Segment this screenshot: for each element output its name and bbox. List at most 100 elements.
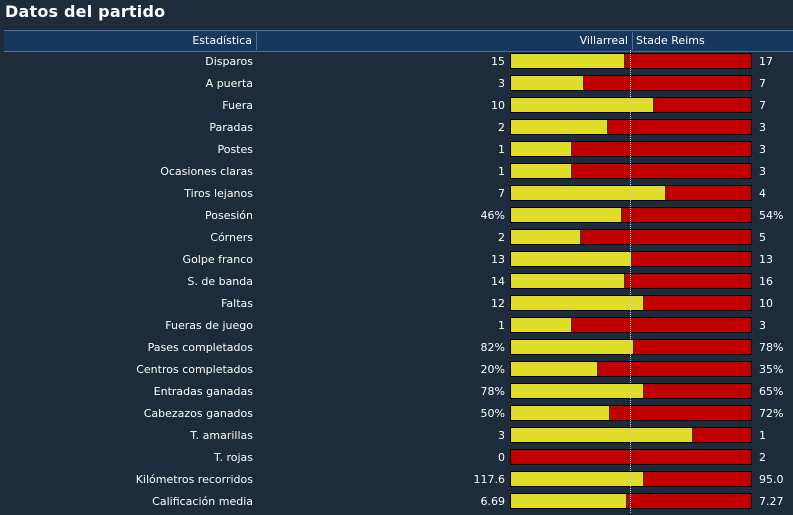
- stat-label: Posesión: [205, 209, 253, 222]
- away-value: 5: [759, 231, 766, 244]
- home-share-fill: [511, 472, 644, 486]
- stat-label: Faltas: [221, 297, 253, 310]
- comparison-bar: [510, 163, 752, 179]
- stat-label: Fueras de juego: [165, 319, 253, 332]
- home-share-fill: [511, 340, 634, 354]
- home-share-fill: [511, 120, 608, 134]
- away-value: 95.0: [759, 473, 784, 486]
- comparison-bar: [510, 141, 752, 157]
- home-value: 10: [491, 99, 505, 112]
- home-share-fill: [511, 142, 572, 156]
- home-value: 15: [491, 55, 505, 68]
- home-value: 2: [498, 231, 505, 244]
- home-share-fill: [511, 76, 584, 90]
- stat-label: Disparos: [205, 55, 253, 68]
- home-share-fill: [511, 406, 610, 420]
- comparison-bar: [510, 339, 752, 355]
- home-share-fill: [511, 384, 644, 398]
- stat-label: Fuera: [222, 99, 253, 112]
- home-value: 7: [498, 187, 505, 200]
- away-value: 54%: [759, 209, 784, 222]
- home-share-fill: [511, 230, 581, 244]
- home-share-fill: [511, 296, 644, 310]
- home-share-fill: [511, 186, 666, 200]
- home-value: 1: [498, 143, 505, 156]
- home-share-fill: [511, 318, 572, 332]
- header-divider: [256, 32, 257, 50]
- home-value: 82%: [480, 341, 505, 354]
- home-team-header[interactable]: Villarreal: [579, 34, 628, 47]
- away-value: 65%: [759, 385, 784, 398]
- away-value: 35%: [759, 363, 784, 376]
- stat-label: Postes: [217, 143, 253, 156]
- stat-row: T. amarillas 3 1: [0, 427, 793, 449]
- stat-label: Centros completados: [136, 363, 253, 376]
- stat-label: Golpe franco: [182, 253, 253, 266]
- comparison-bar: [510, 295, 752, 311]
- home-share-fill: [511, 494, 627, 508]
- home-share-fill: [511, 428, 693, 442]
- stat-label: Paradas: [209, 121, 253, 134]
- comparison-bar: [510, 97, 752, 113]
- stat-row: T. rojas 0 2: [0, 449, 793, 471]
- away-value: 3: [759, 143, 766, 156]
- stats-table-header: Estadística Villarreal Stade Reims: [4, 30, 793, 52]
- home-share-fill: [511, 252, 632, 266]
- away-value: 2: [759, 451, 766, 464]
- comparison-bar: [510, 119, 752, 135]
- home-value: 6.69: [480, 495, 506, 508]
- stat-row: Golpe franco 13 13: [0, 251, 793, 273]
- home-share-fill: [511, 208, 622, 222]
- home-value: 50%: [480, 407, 505, 420]
- stat-label: T. amarillas: [190, 429, 253, 442]
- stat-row: Disparos 15 17: [0, 53, 793, 75]
- away-value: 7.27: [759, 495, 784, 508]
- comparison-bar: [510, 75, 752, 91]
- stat-label: Córners: [210, 231, 253, 244]
- comparison-bar: [510, 185, 752, 201]
- away-value: 13: [759, 253, 773, 266]
- home-value: 0: [498, 451, 505, 464]
- stat-label: Kilómetros recorridos: [135, 473, 253, 486]
- stat-label: Pases completados: [147, 341, 253, 354]
- home-value: 2: [498, 121, 505, 134]
- stat-row: Entradas ganadas 78% 65%: [0, 383, 793, 405]
- comparison-bar: [510, 361, 752, 377]
- stat-row: Calificación media 6.69 7.27: [0, 493, 793, 515]
- stat-label: S. de banda: [187, 275, 253, 288]
- stat-row: Fueras de juego 1 3: [0, 317, 793, 339]
- stat-row: Centros completados 20% 35%: [0, 361, 793, 383]
- stat-row: Tiros lejanos 7 4: [0, 185, 793, 207]
- comparison-bar: [510, 317, 752, 333]
- stat-row: Postes 1 3: [0, 141, 793, 163]
- comparison-bar: [510, 449, 752, 465]
- home-share-fill: [511, 98, 654, 112]
- home-value: 117.6: [473, 473, 506, 486]
- comparison-bar: [510, 427, 752, 443]
- stat-label: Entradas ganadas: [153, 385, 253, 398]
- stat-column-header[interactable]: Estadística: [192, 34, 252, 47]
- stat-row: Fuera 10 7: [0, 97, 793, 119]
- away-team-header[interactable]: Stade Reims: [636, 34, 705, 47]
- stat-label: T. rojas: [214, 451, 253, 464]
- stat-row: Pases completados 82% 78%: [0, 339, 793, 361]
- stat-row: Paradas 2 3: [0, 119, 793, 141]
- stat-label: Calificación media: [152, 495, 253, 508]
- home-share-fill: [511, 362, 598, 376]
- away-value: 78%: [759, 341, 784, 354]
- away-value: 1: [759, 429, 766, 442]
- page-title: Datos del partido: [5, 2, 166, 21]
- away-value: 7: [759, 99, 766, 112]
- away-value: 3: [759, 165, 766, 178]
- stat-row: Ocasiones claras 1 3: [0, 163, 793, 185]
- home-value: 20%: [480, 363, 505, 376]
- header-divider: [632, 32, 633, 50]
- stat-row: Faltas 12 10: [0, 295, 793, 317]
- stat-label: A puerta: [205, 77, 253, 90]
- comparison-bar: [510, 273, 752, 289]
- comparison-bar: [510, 229, 752, 245]
- home-value: 1: [498, 165, 505, 178]
- stat-row: S. de banda 14 16: [0, 273, 793, 295]
- stat-label: Cabezazos ganados: [143, 407, 253, 420]
- comparison-bar: [510, 53, 752, 69]
